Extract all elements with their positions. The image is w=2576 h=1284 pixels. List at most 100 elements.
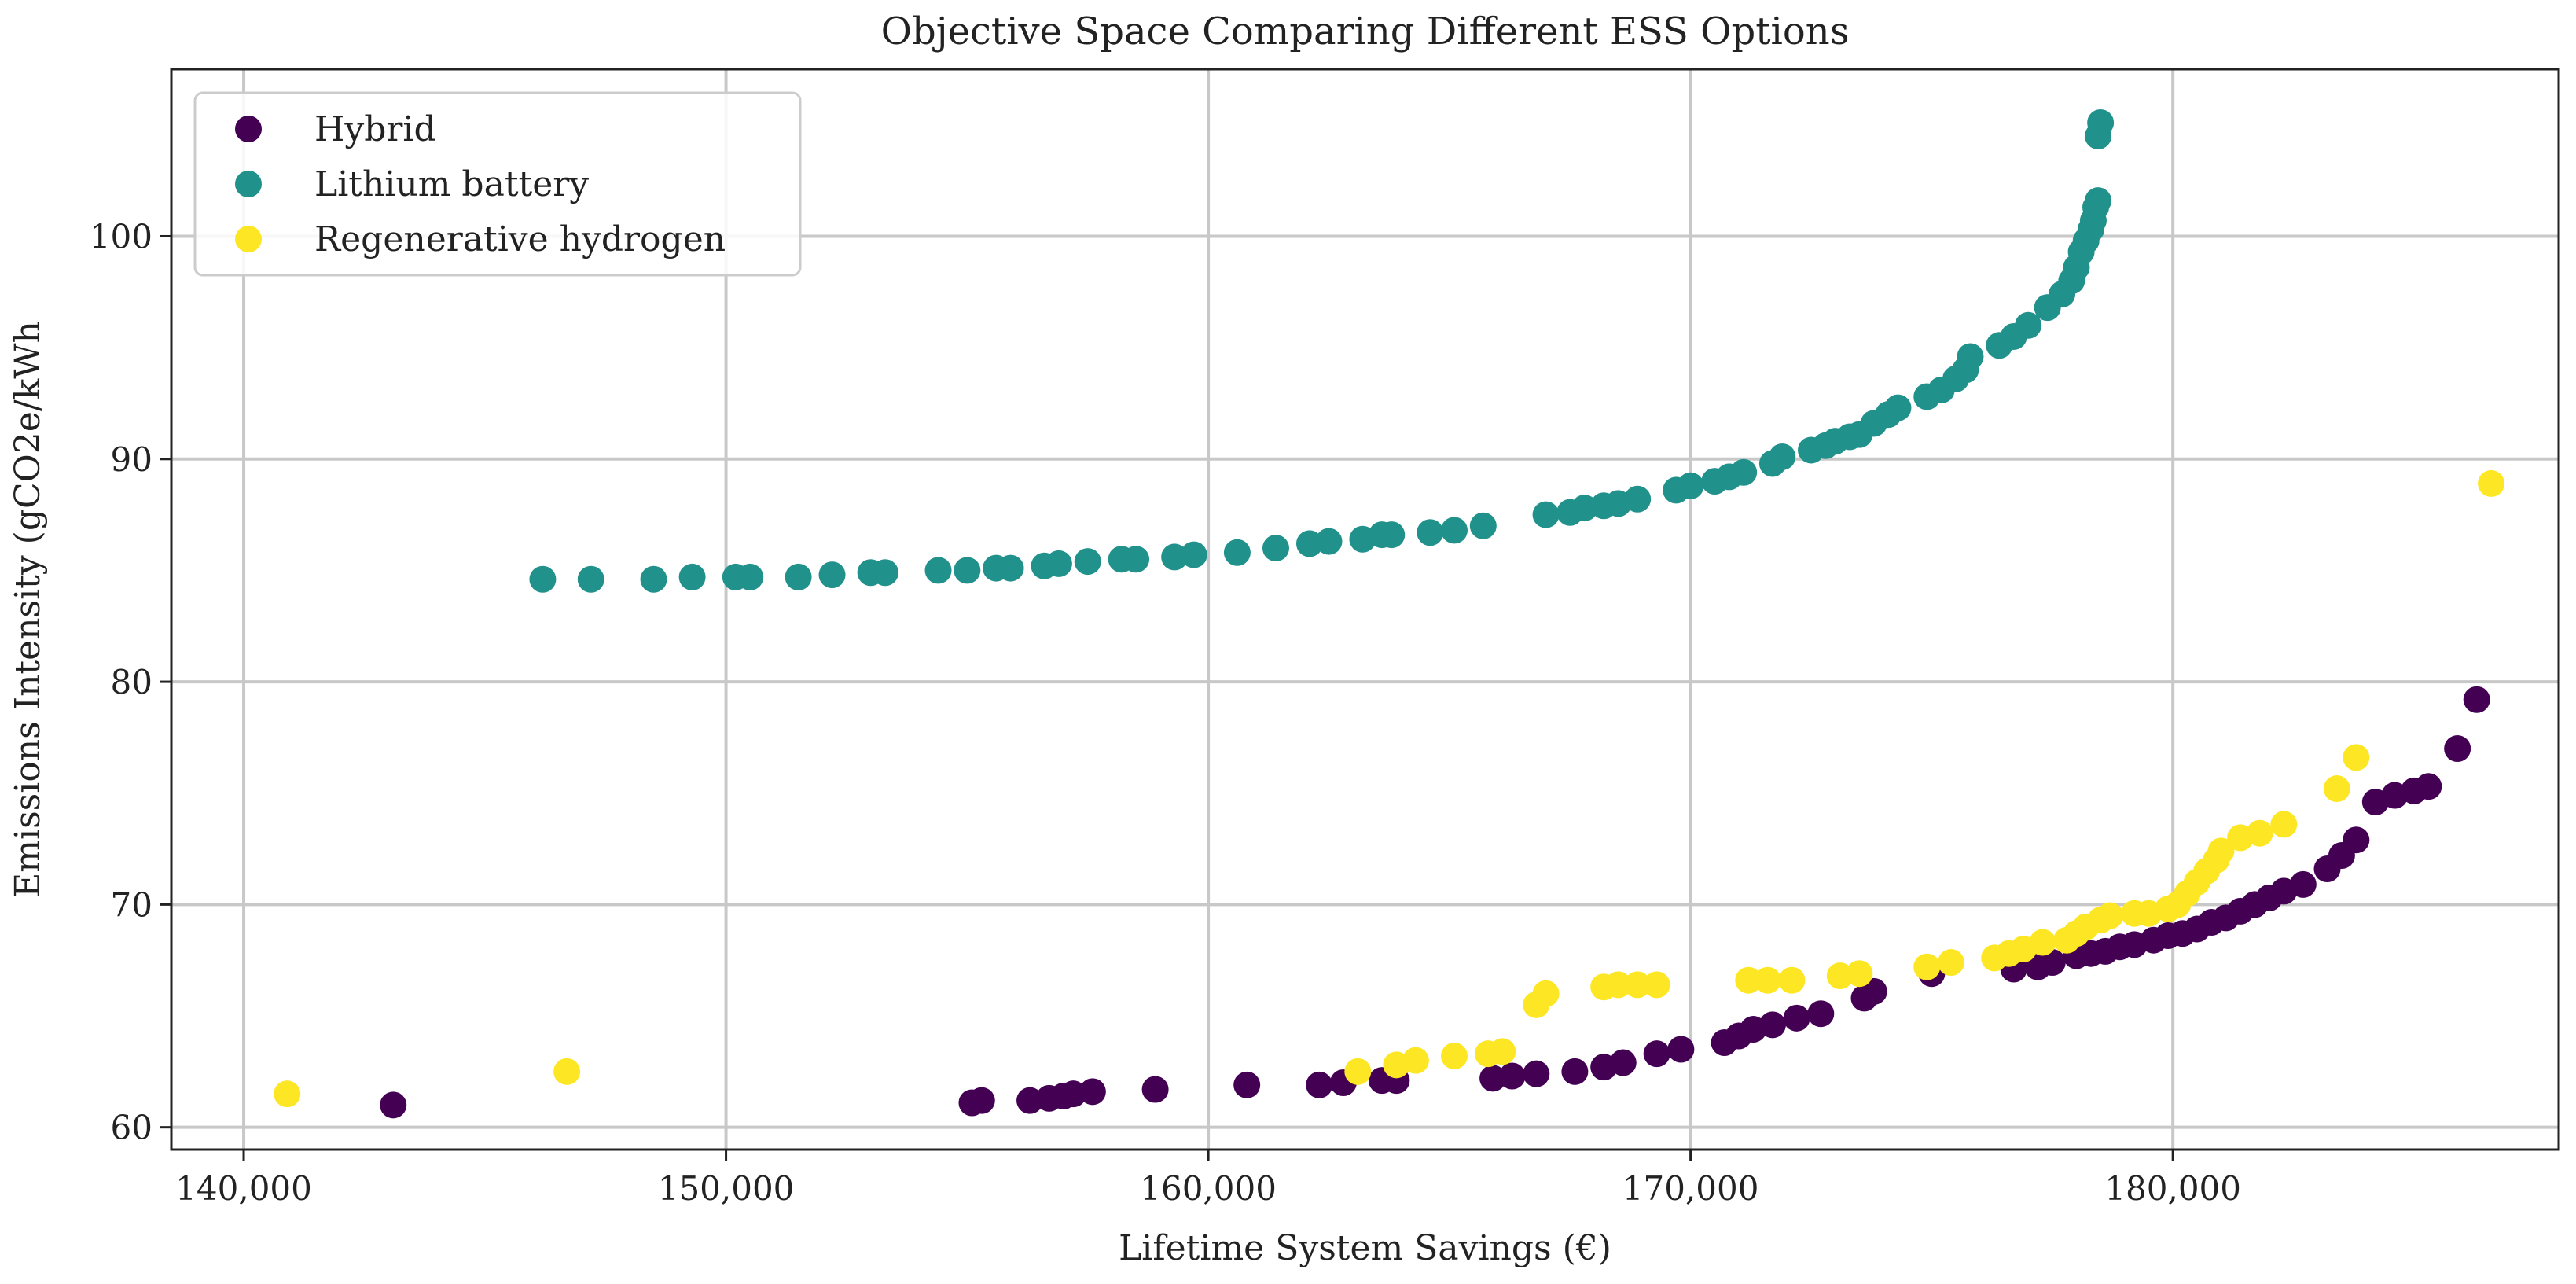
y-tick-label: 90 xyxy=(111,440,153,479)
data-point xyxy=(1807,1000,1835,1028)
legend-label: Hybrid xyxy=(314,109,436,149)
data-point xyxy=(380,1091,407,1119)
data-point xyxy=(529,565,557,593)
data-point xyxy=(1667,1036,1695,1063)
data-point xyxy=(1262,535,1289,562)
data-point xyxy=(274,1080,301,1108)
data-point xyxy=(1344,1058,1372,1085)
data-point xyxy=(1378,521,1406,549)
data-point xyxy=(577,565,604,593)
data-point xyxy=(872,559,899,587)
data-point xyxy=(1735,966,1762,994)
data-point xyxy=(1643,1040,1670,1068)
data-point xyxy=(2029,929,2056,956)
x-axis-label: Lifetime System Savings (€) xyxy=(1119,1228,1611,1268)
data-point xyxy=(1643,971,1670,999)
y-tick-label: 70 xyxy=(111,885,153,924)
data-point xyxy=(1884,394,1912,421)
data-point xyxy=(1479,1065,1507,1092)
data-point xyxy=(1937,949,1964,977)
legend-items: Hybrid Lithium battery Regenerative hydrog… xyxy=(235,109,726,259)
data-point xyxy=(1677,472,1704,499)
data-point xyxy=(1860,977,1887,1005)
series-lithium-battery xyxy=(529,109,2115,593)
data-point xyxy=(1532,980,1560,1007)
data-point xyxy=(1180,541,1207,568)
data-point xyxy=(1758,1011,1786,1039)
data-point xyxy=(1441,1043,1468,1070)
data-point xyxy=(1074,548,1101,576)
y-axis-label: Emissions Intensity (gCO2e/kWh xyxy=(8,321,48,898)
data-point xyxy=(1306,1071,1333,1098)
legend-marker xyxy=(235,226,262,252)
plot-frame xyxy=(170,68,2560,1151)
x-tick-label: 170,000 xyxy=(1622,1169,1759,1208)
data-point xyxy=(1498,1062,1526,1090)
data-point xyxy=(2015,311,2042,339)
data-point xyxy=(1489,1038,1516,1065)
data-point xyxy=(1016,1087,1044,1114)
data-point xyxy=(640,565,667,593)
data-point xyxy=(553,1058,581,1085)
data-point xyxy=(2246,819,2273,847)
data-point xyxy=(2444,735,2471,763)
data-point xyxy=(2323,775,2350,803)
data-point xyxy=(1161,543,1189,571)
data-point xyxy=(1079,1078,1106,1106)
data-point xyxy=(1561,1058,1589,1085)
data-point xyxy=(1123,546,1150,573)
data-point xyxy=(785,563,812,590)
data-point xyxy=(1060,1080,1087,1108)
data-point xyxy=(1826,962,1854,990)
data-point xyxy=(1045,550,1072,577)
y-tick-label: 80 xyxy=(111,663,153,701)
ticks-layer: 140,000 150,000 160,000 170,000 180,000 60 70 8… xyxy=(90,217,2241,1208)
data-point xyxy=(1417,519,1444,546)
data-point xyxy=(1315,528,1343,555)
legend-box xyxy=(193,91,802,277)
data-point xyxy=(1754,966,1781,994)
data-point xyxy=(924,557,952,584)
series-regenerative-hydrogen xyxy=(274,469,2505,1108)
data-point xyxy=(1523,1060,1550,1087)
data-point xyxy=(1532,501,1560,528)
data-point xyxy=(997,554,1024,582)
data-point xyxy=(2270,811,2298,838)
data-point xyxy=(1783,1004,1810,1032)
data-point xyxy=(2343,744,2370,771)
data-point xyxy=(968,1087,995,1114)
data-point xyxy=(1441,517,1468,544)
y-tick-label: 60 xyxy=(111,1109,153,1147)
chart-title: Objective Space Comparing Different ESS … xyxy=(881,9,1850,53)
data-point xyxy=(1624,485,1652,513)
data-point xyxy=(2478,469,2505,497)
data-point xyxy=(2463,686,2490,713)
data-point xyxy=(1141,1076,1169,1103)
data-point xyxy=(1769,443,1796,470)
data-point xyxy=(1609,1049,1637,1076)
data-point xyxy=(818,561,846,589)
legend-marker xyxy=(235,171,262,197)
data-point xyxy=(1571,495,1598,522)
data-point xyxy=(2415,773,2442,800)
data-point xyxy=(2085,187,2112,215)
x-tick-label: 160,000 xyxy=(1140,1169,1277,1208)
data-point xyxy=(1604,971,1632,999)
data-point xyxy=(1469,512,1497,539)
x-tick-label: 150,000 xyxy=(658,1169,795,1208)
data-point xyxy=(1295,530,1323,557)
data-point xyxy=(2038,949,2066,977)
data-point xyxy=(2207,837,2235,865)
data-point xyxy=(1402,1047,1429,1074)
legend-label: Regenerative hydrogen xyxy=(314,219,726,259)
data-point xyxy=(954,557,981,584)
data-point xyxy=(1913,953,1941,980)
data-point xyxy=(1957,343,1984,370)
grid-layer xyxy=(171,69,2559,1150)
points-layer xyxy=(274,109,2505,1119)
data-point xyxy=(2343,826,2370,854)
data-point xyxy=(1624,971,1652,999)
legend-marker xyxy=(235,116,262,142)
